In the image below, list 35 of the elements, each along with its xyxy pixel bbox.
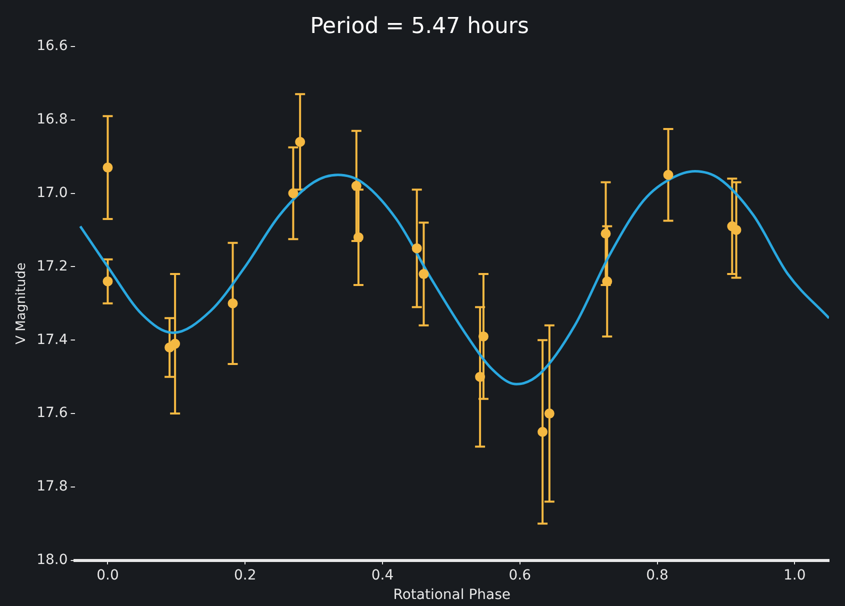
point [228, 298, 238, 308]
point [295, 136, 306, 147]
y-tick-label: 18.0 [36, 552, 68, 568]
point [475, 372, 486, 382]
y-axis-title: V Magnitude [14, 262, 30, 344]
line-series [79, 170, 829, 386]
y-tick-label: 17.4 [36, 332, 68, 348]
y-tick-label: 17.0 [36, 184, 68, 201]
x-tick-label: 0.2 [234, 567, 256, 584]
x-axis-title: Rotational Phase [393, 587, 511, 604]
point [288, 188, 298, 198]
x-tick-label: 0.6 [508, 567, 532, 584]
x-tick-label: 0.0 [96, 567, 119, 584]
point [478, 331, 488, 342]
x-tick-label: 1.0 [784, 567, 806, 584]
point [170, 338, 180, 349]
y-tick-label: 16.6 [36, 38, 68, 54]
y-tick-label: 17.6 [36, 405, 68, 422]
y-tick-label: 17.8 [36, 478, 68, 495]
chart-title: Period = 5.47 hours [310, 14, 529, 39]
point [663, 170, 674, 180]
point [102, 162, 113, 173]
point [353, 232, 364, 242]
point [351, 180, 362, 191]
point [600, 228, 611, 239]
x-tick-label: 0.8 [646, 567, 668, 584]
x-tick-label: 0.4 [371, 567, 394, 584]
point [102, 276, 113, 286]
point [418, 269, 429, 280]
point [538, 426, 548, 437]
point [412, 243, 422, 254]
point [602, 276, 612, 286]
y-tick-label: 16.8 [36, 111, 68, 128]
y-tick-label: 17.2 [36, 258, 68, 274]
point [544, 408, 554, 419]
